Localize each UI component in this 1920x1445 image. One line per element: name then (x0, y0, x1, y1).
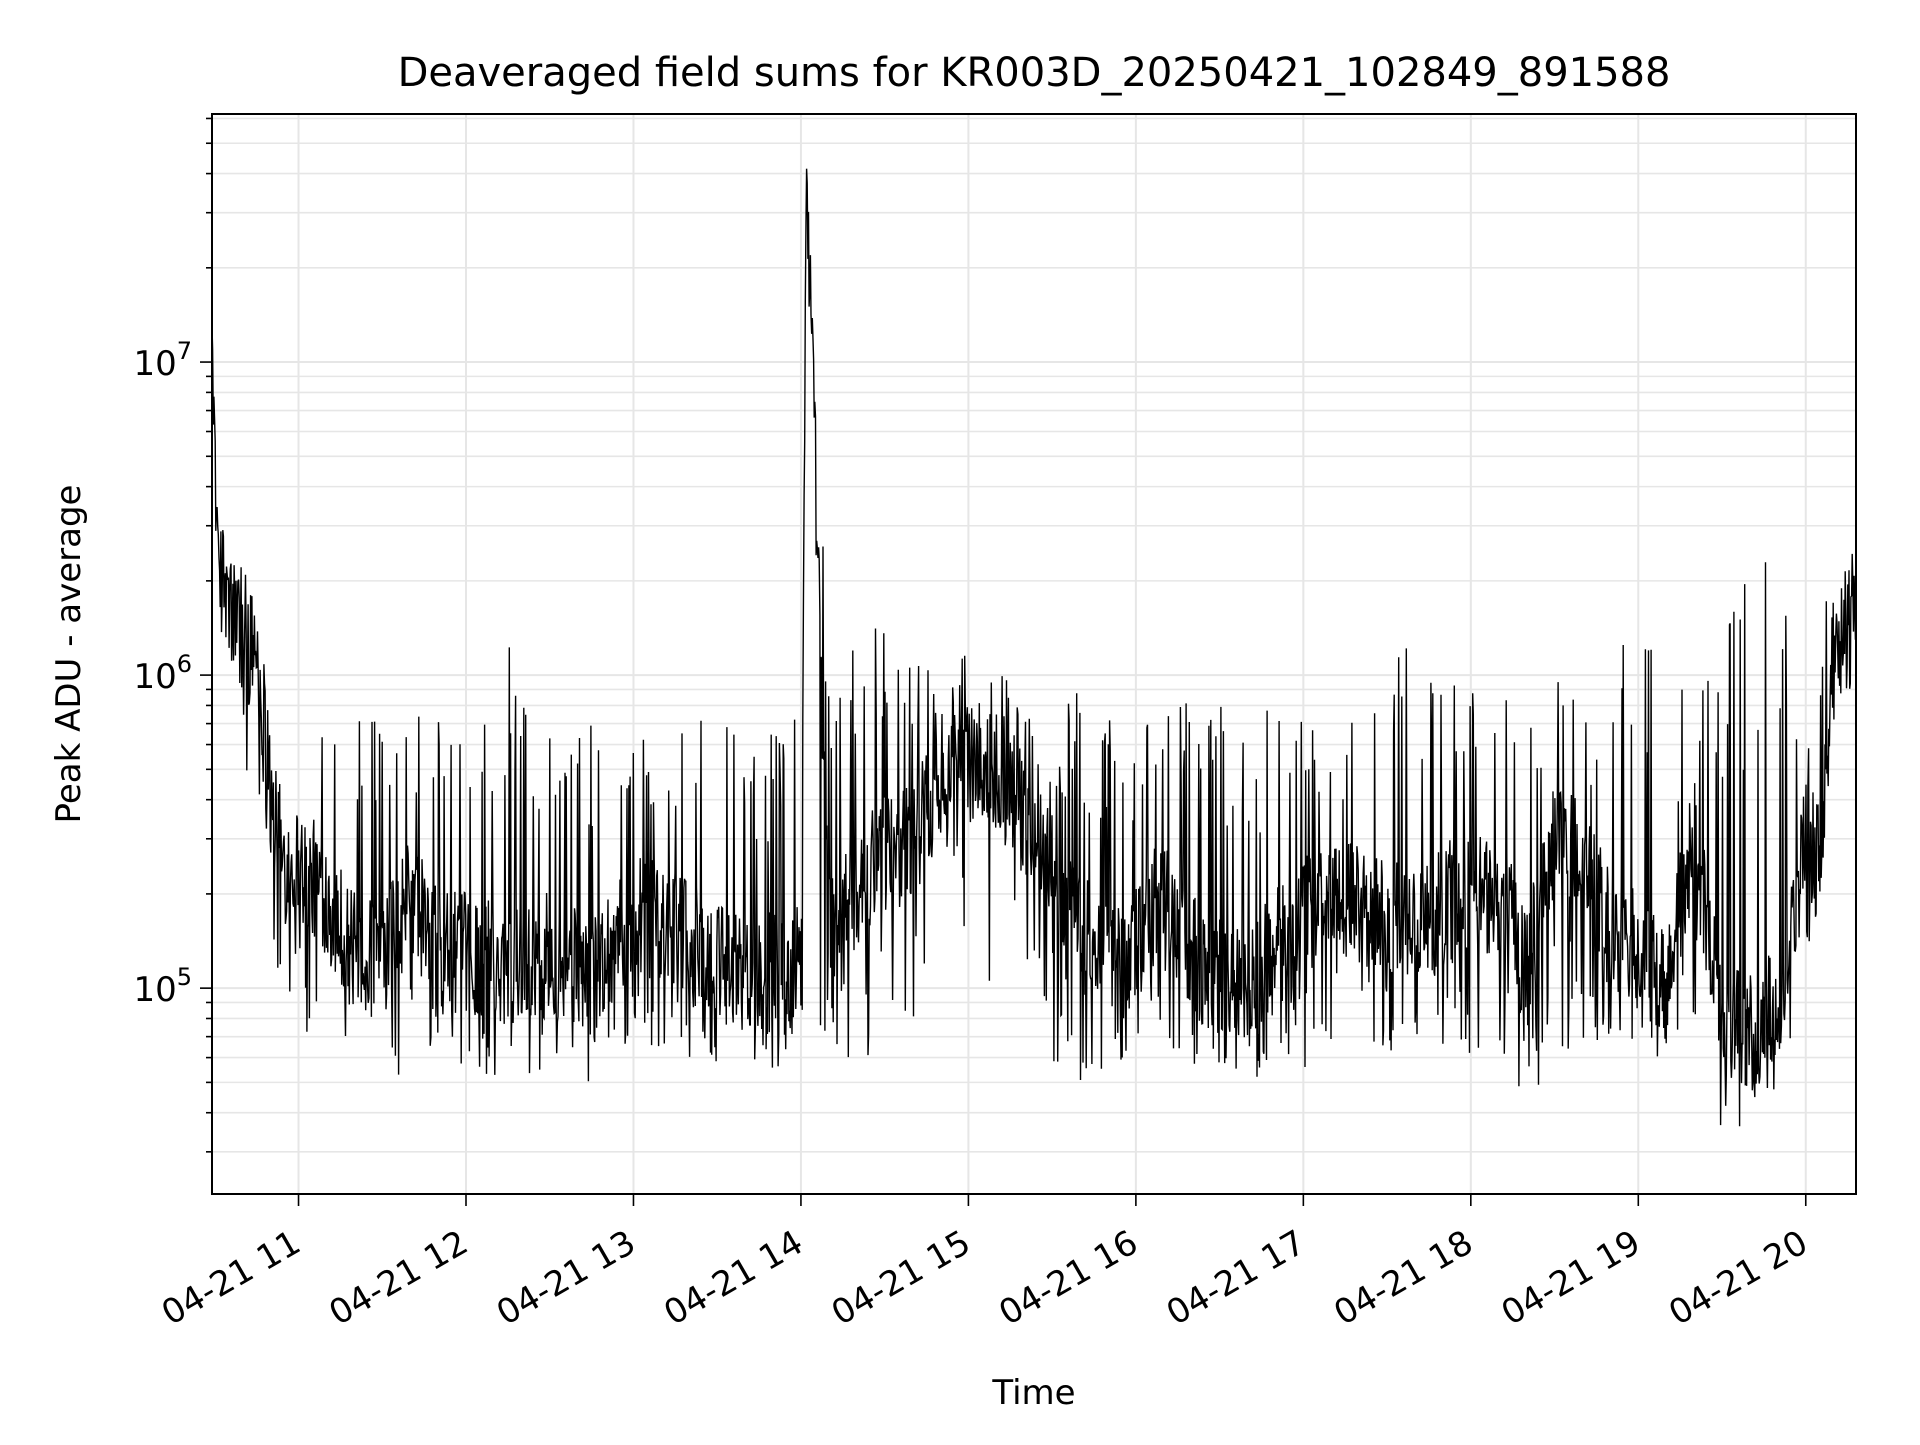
series-line (212, 168, 1856, 1127)
x-axis-label: Time (991, 1373, 1075, 1413)
y-tick-label: 107 (133, 337, 192, 384)
y-tick-labels: 105 106 107 (133, 337, 192, 1010)
plot-frame (211, 113, 1857, 1195)
y-axis-label: Peak ADU - average (49, 485, 89, 824)
ticks (200, 117, 1807, 1206)
series-layer (212, 168, 1856, 1127)
chart-title: Deaveraged field sums for KR003D_2025042… (398, 50, 1671, 96)
y-tick-label: 105 (133, 963, 192, 1010)
grid (212, 114, 1856, 1194)
y-tick-label: 106 (133, 650, 192, 697)
plot-area (212, 168, 1856, 1127)
